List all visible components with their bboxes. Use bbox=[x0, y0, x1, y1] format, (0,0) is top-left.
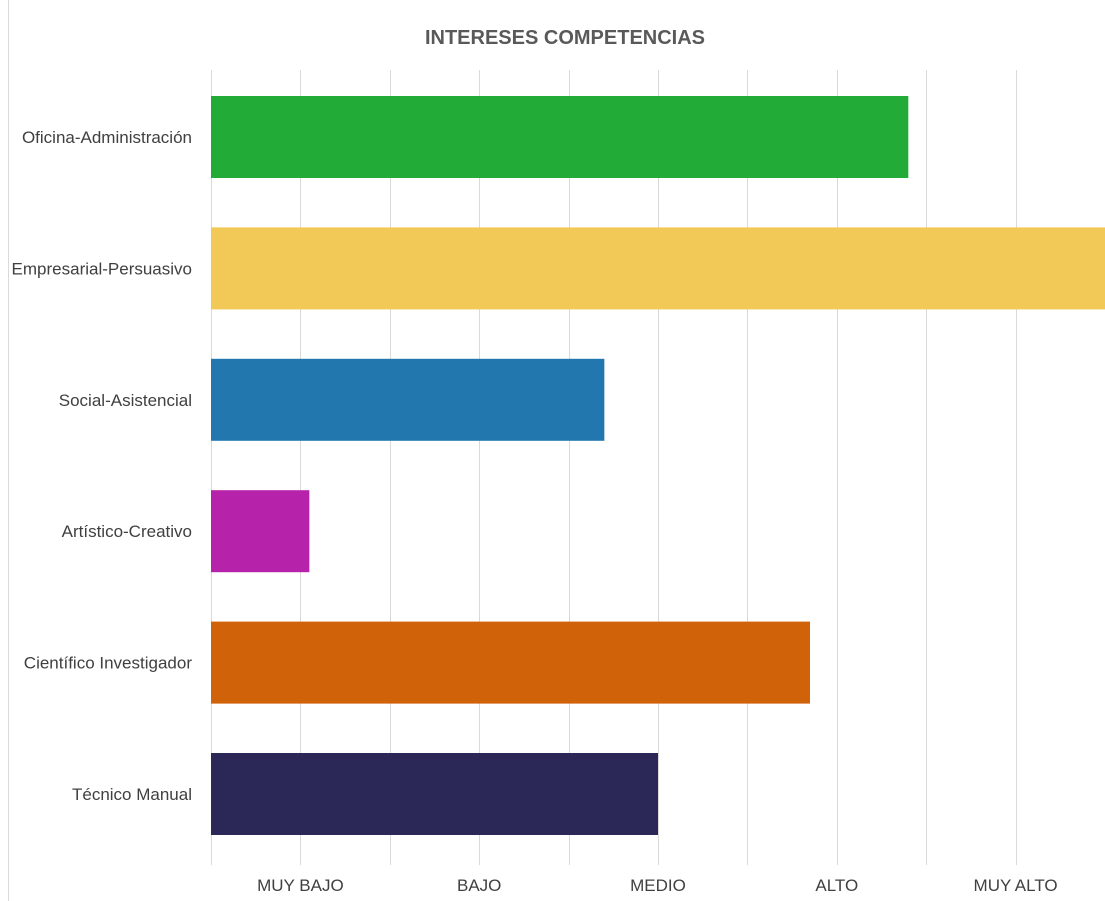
category-labels: Oficina-Administración Empresarial-Persua… bbox=[12, 128, 193, 804]
bar-t-cnico-manual bbox=[211, 753, 658, 835]
bar-cient-fico-investigador bbox=[211, 621, 810, 704]
chart-title: INTERESES COMPETENCIAS bbox=[425, 27, 705, 49]
x-tick-label: BAJO bbox=[457, 876, 501, 895]
x-tick-label: MEDIO bbox=[630, 876, 686, 895]
category-label: Social-Asistencial bbox=[59, 391, 192, 410]
category-label: Artístico-Creativo bbox=[62, 522, 192, 541]
bar-empresarial-persuasivo bbox=[211, 227, 1105, 310]
chart-frame bbox=[8, 0, 1105, 901]
x-tick-label: MUY BAJO bbox=[257, 876, 344, 895]
x-tick-label: ALTO bbox=[815, 876, 858, 895]
category-label: Técnico Manual bbox=[72, 785, 192, 804]
x-tick-label: MUY ALTO bbox=[974, 876, 1058, 895]
bar-oficina-administraci-n bbox=[211, 96, 909, 178]
bar-art-stico-creativo bbox=[211, 490, 310, 573]
category-label: Oficina-Administración bbox=[22, 128, 192, 147]
bar-social-asistencial bbox=[211, 358, 605, 441]
x-tick-labels: MUY BAJO BAJO MEDIO ALTO MUY ALTO bbox=[257, 876, 1058, 895]
category-label: Científico Investigador bbox=[24, 654, 193, 673]
gridlines bbox=[211, 70, 1017, 865]
category-label: Empresarial-Persuasivo bbox=[12, 259, 192, 278]
bars bbox=[211, 96, 1105, 835]
